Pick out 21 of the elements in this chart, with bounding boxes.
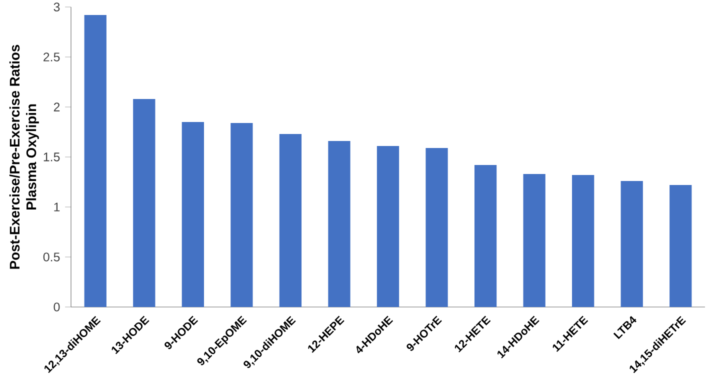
y-tick-label: 0: [54, 302, 60, 312]
bar: [84, 15, 106, 307]
bar: [572, 175, 594, 307]
y-tick-label: 1.5: [44, 152, 60, 162]
bar: [133, 99, 156, 307]
y-tick-label: 0.5: [43, 252, 60, 262]
bar: [328, 141, 350, 307]
y-tick-label: 3: [54, 2, 60, 12]
bar: [426, 148, 448, 307]
y-tick-label: 2.5: [44, 52, 60, 62]
bar: [474, 165, 497, 307]
bar: [670, 185, 692, 307]
y-tick-label: 1: [54, 202, 60, 212]
bar: [230, 123, 253, 307]
y-axis-title: Post-Exercise/Pre-Exercise Ratios Plasma Oxylipin: [9, 44, 39, 269]
y-tick-label: 2: [54, 102, 60, 112]
bar: [523, 174, 546, 307]
bar: [376, 146, 400, 307]
bar: [620, 181, 643, 307]
bar: [182, 122, 204, 307]
bar: [279, 134, 302, 307]
